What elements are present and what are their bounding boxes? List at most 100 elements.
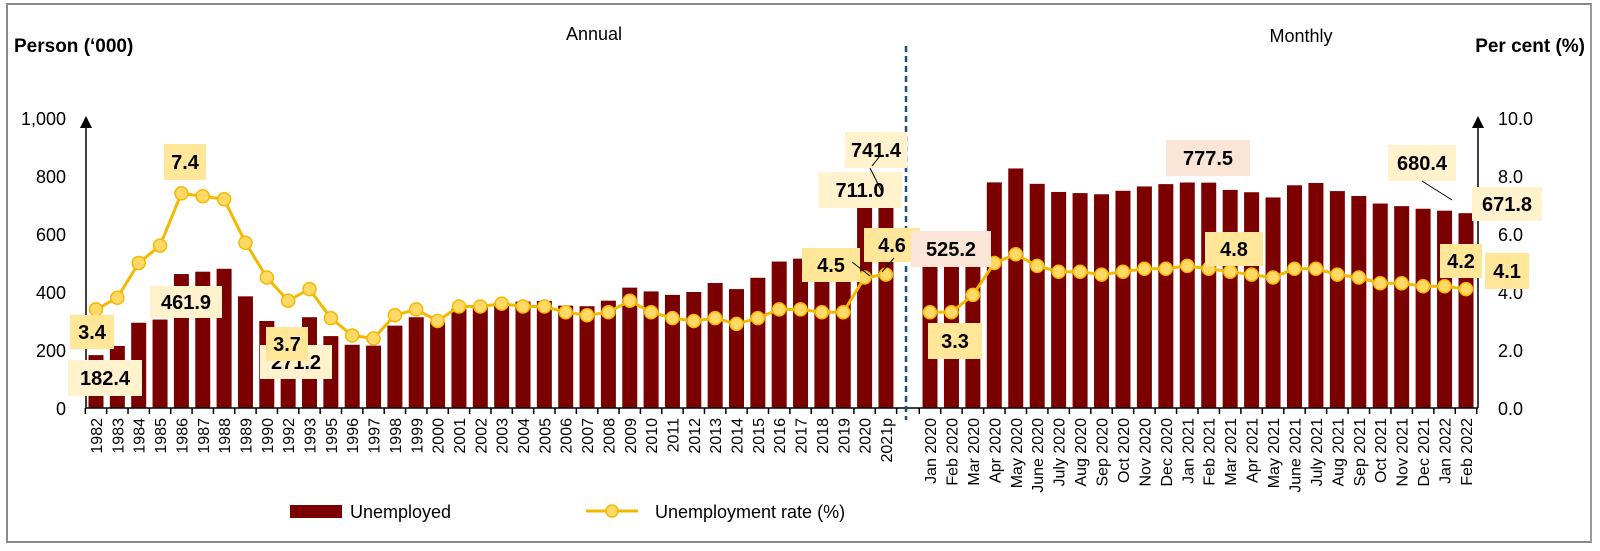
data-label-box: [1440, 244, 1482, 278]
rate-marker: [1351, 270, 1367, 285]
rate-marker: [579, 307, 595, 323]
rate-marker: [238, 235, 253, 250]
bar-unemployed: [686, 292, 702, 408]
x-tick-label: 1999: [409, 418, 426, 454]
legend-label-unemployed: Unemployed: [350, 502, 451, 522]
rate-marker: [259, 270, 275, 285]
rate-marker: [793, 302, 808, 317]
bar-unemployed: [579, 306, 595, 408]
y-tick-left: 800: [36, 167, 66, 187]
x-tick-label: 2004: [516, 418, 533, 454]
x-tick-label: 2000: [431, 418, 448, 454]
rate-marker: [1415, 278, 1431, 294]
rate-marker: [323, 310, 339, 326]
rate-marker: [965, 287, 981, 303]
x-tick-label: 2010: [644, 418, 661, 454]
rate-marker: [1394, 276, 1409, 291]
rate-marker: [857, 270, 872, 285]
rate-marker: [110, 290, 125, 306]
data-label: 3.4: [78, 322, 107, 344]
x-tick-label: June 2020: [1030, 418, 1047, 493]
bar-unemployed: [878, 192, 894, 408]
bar-unemployed: [408, 317, 424, 408]
x-tick-label: 1984: [132, 418, 149, 454]
rate-marker: [1008, 247, 1024, 262]
rate-marker: [1308, 261, 1324, 277]
x-tick-label: 2016: [772, 418, 789, 454]
y-tick-right: 0.0: [1498, 399, 1523, 419]
data-label-box: [1205, 232, 1263, 266]
x-tick-label: 2009: [623, 418, 640, 454]
leader-line: [881, 257, 895, 273]
bar-unemployed: [771, 261, 787, 408]
data-label: 741.4: [851, 140, 902, 162]
data-label: 777.5: [1183, 148, 1233, 170]
data-label: 3.3: [941, 331, 969, 353]
data-label: 3.7: [273, 334, 301, 356]
x-tick-label: 2014: [730, 418, 747, 454]
bar-unemployed: [729, 289, 744, 408]
y-tick-left: 0: [56, 399, 66, 419]
data-label-box: [845, 132, 907, 168]
bar-unemployed: [1415, 208, 1431, 408]
x-tick-label: Feb 2020: [944, 418, 961, 486]
bar-unemployed: [1115, 190, 1131, 408]
bar-unemployed: [1008, 168, 1024, 408]
bar-unemployed: [1265, 197, 1281, 408]
rate-marker: [1437, 278, 1452, 294]
leader-line: [1421, 180, 1453, 201]
rate-marker: [922, 305, 938, 320]
y-tick-right: 8.0: [1498, 167, 1523, 187]
bar-unemployed: [1029, 183, 1045, 408]
rate-marker: [152, 238, 168, 253]
x-tick-label: 2019: [836, 418, 853, 454]
y-tick-left: 600: [36, 225, 66, 245]
data-label: 461.9: [161, 292, 211, 314]
rate-marker: [451, 299, 467, 314]
rate-marker: [729, 316, 744, 332]
x-tick-label: 2012: [687, 418, 704, 454]
rate-marker: [1244, 267, 1259, 282]
rate-marker: [878, 267, 894, 282]
bar-unemployed: [1051, 191, 1067, 408]
rate-marker: [515, 299, 531, 314]
rate-marker: [1265, 270, 1281, 285]
x-tick-label: Dec 2021: [1416, 418, 1433, 487]
data-label: 4.5: [817, 255, 845, 277]
y-tick-right: 6.0: [1498, 225, 1523, 245]
bar-unemployed: [643, 291, 659, 408]
bar-unemployed: [1158, 184, 1174, 408]
x-tick-label: 1985: [153, 418, 170, 454]
x-tick-label: 1990: [260, 418, 277, 454]
bar-unemployed: [1329, 191, 1345, 408]
bar-unemployed: [1351, 196, 1367, 408]
x-tick-label: 2007: [580, 418, 597, 454]
data-label: 671.8: [1482, 194, 1532, 216]
x-tick-label: 1998: [388, 418, 405, 454]
x-tick-label: July 2020: [1052, 418, 1069, 487]
leader-line: [869, 167, 883, 193]
bar-unemployed: [814, 258, 830, 408]
rate-marker: [836, 305, 851, 320]
leader-line: [871, 155, 881, 167]
rate-marker: [1094, 267, 1109, 282]
x-tick-label: Aug 2021: [1330, 418, 1347, 487]
x-tick-label: May 2020: [1009, 418, 1026, 488]
x-tick-label: 2001: [452, 418, 469, 454]
y-tick-left: 400: [36, 283, 66, 303]
rate-marker: [771, 302, 787, 317]
rate-marker: [750, 310, 766, 326]
rate-marker: [430, 313, 445, 329]
bar-unemployed: [1072, 193, 1088, 408]
x-tick-label: 1988: [217, 418, 234, 454]
x-tick-label: July 2021: [1309, 418, 1326, 487]
section-title-annual: Annual: [566, 24, 622, 44]
rate-marker: [1115, 264, 1131, 279]
bar-unemployed: [237, 296, 253, 408]
bar-unemployed: [707, 283, 723, 408]
x-tick-label: 1997: [367, 418, 384, 454]
rate-marker: [1072, 264, 1088, 279]
data-label: 182.4: [80, 368, 131, 390]
data-label-box: [1472, 187, 1542, 221]
